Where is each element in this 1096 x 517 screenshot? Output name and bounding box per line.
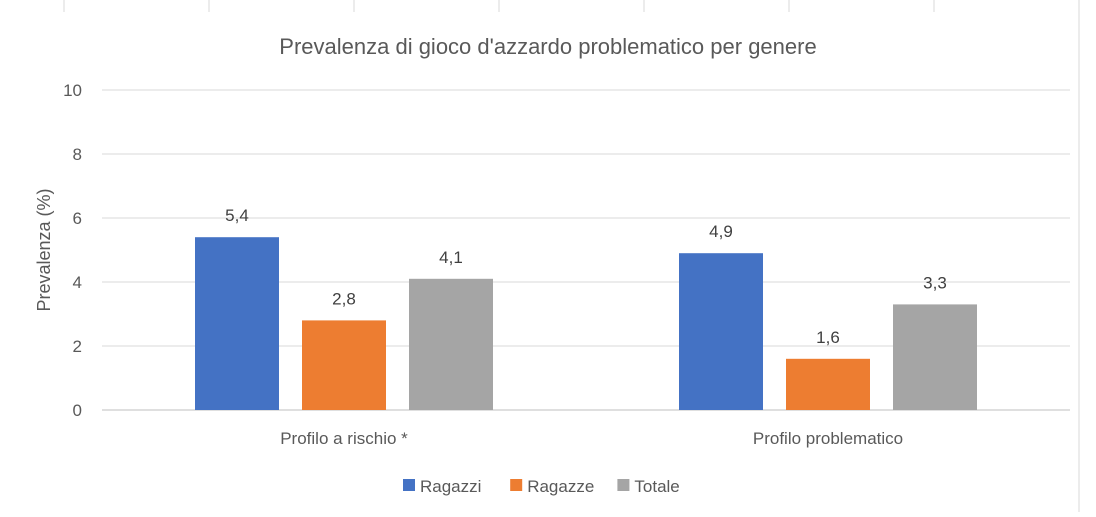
y-tick-label: 10 <box>63 81 82 100</box>
legend-label-totale: Totale <box>634 477 679 496</box>
x-tick-labels: Profilo a rischio * Profilo problematico <box>280 429 903 448</box>
bars <box>195 237 977 410</box>
data-label: 4,1 <box>439 248 463 267</box>
data-label: 5,4 <box>225 206 249 225</box>
data-label: 3,3 <box>923 273 947 292</box>
y-tick-label: 2 <box>73 337 82 356</box>
y-tick-labels: 0 2 4 6 8 10 <box>63 81 82 420</box>
spreadsheet-cell-borders <box>63 0 1080 512</box>
data-label: 4,9 <box>709 222 733 241</box>
legend: Ragazzi Ragazze Totale <box>403 477 680 496</box>
bar-ragazze-2 <box>786 358 870 410</box>
bar-ragazzi-2 <box>679 253 763 410</box>
legend-swatch-ragazzi <box>403 479 415 491</box>
bar-totale-1 <box>409 278 493 410</box>
bar-totale-2 <box>893 304 977 410</box>
data-label: 2,8 <box>332 289 356 308</box>
x-tick-label: Profilo a rischio * <box>280 429 408 448</box>
y-tick-label: 4 <box>73 273 82 292</box>
chart-title: Prevalenza di gioco d'azzardo problemati… <box>279 34 816 59</box>
y-tick-label: 6 <box>73 209 82 228</box>
bar-ragazzi-1 <box>195 237 279 410</box>
legend-swatch-ragazze <box>510 479 523 491</box>
legend-label-ragazze: Ragazze <box>527 477 594 496</box>
y-tick-label: 0 <box>73 401 82 420</box>
data-label: 1,6 <box>816 328 840 347</box>
data-labels: 5,4 2,8 4,1 4,9 1,6 3,3 <box>225 206 947 347</box>
y-axis-label: Prevalenza (%) <box>34 188 54 311</box>
legend-label-ragazzi: Ragazzi <box>420 477 481 496</box>
y-tick-label: 8 <box>73 145 82 164</box>
bar-ragazze-1 <box>302 320 386 410</box>
x-tick-label: Profilo problematico <box>753 429 903 448</box>
legend-swatch-totale <box>617 479 630 491</box>
